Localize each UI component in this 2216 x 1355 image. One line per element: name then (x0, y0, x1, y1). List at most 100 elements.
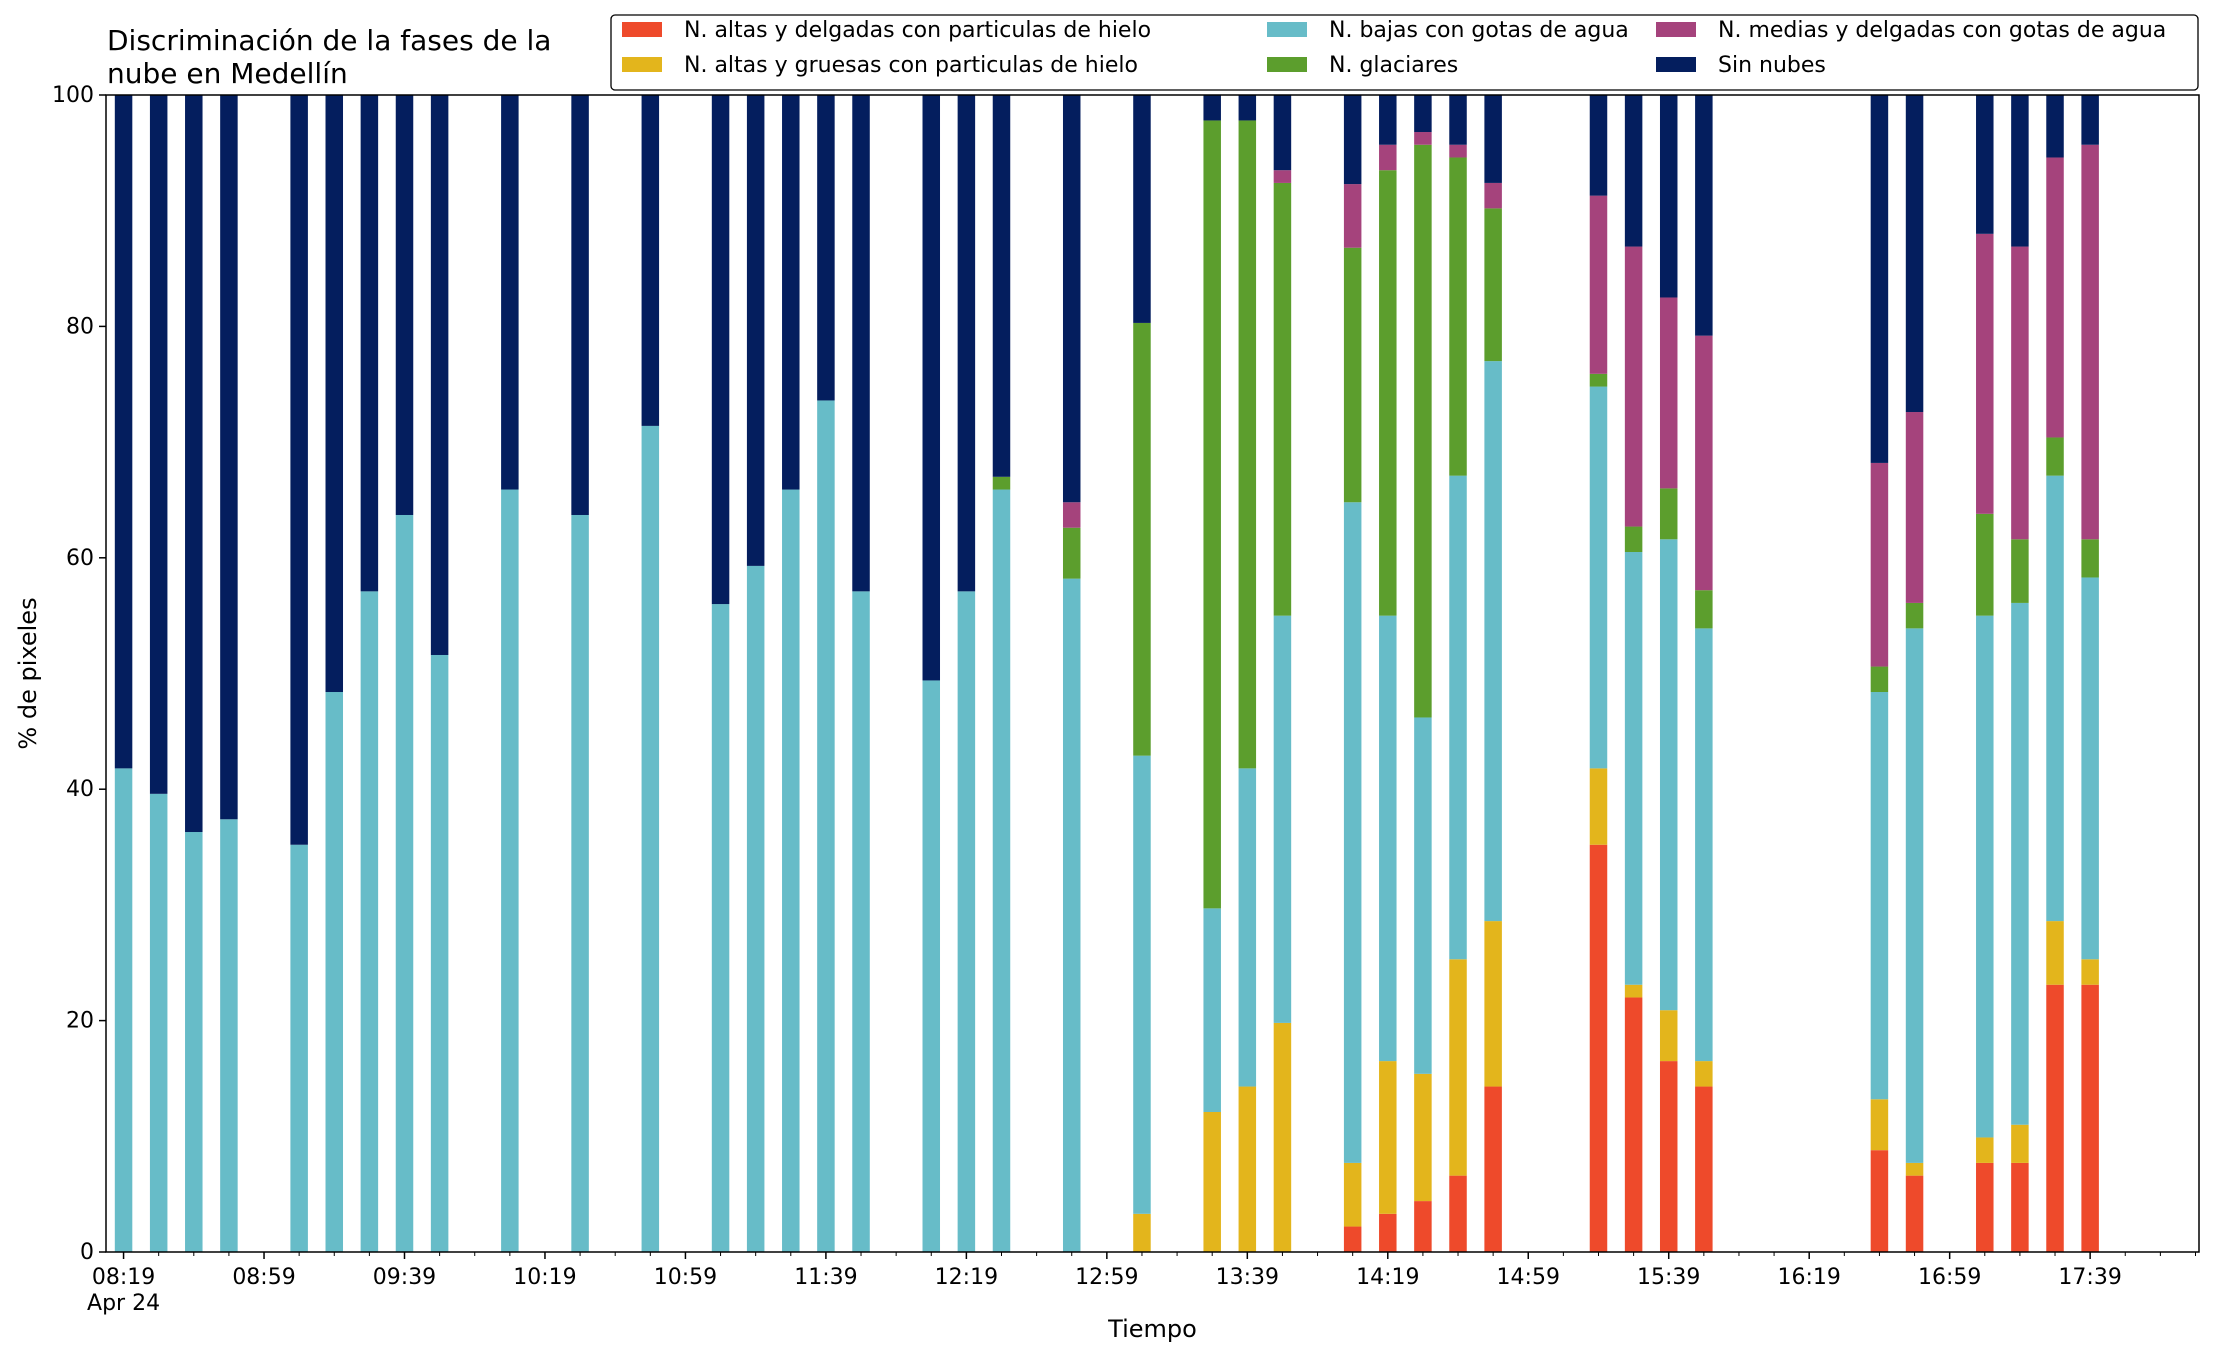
legend-label: N. bajas con gotas de agua (1329, 18, 1629, 43)
x-tick-label: 11:39 (794, 1265, 857, 1290)
bar-segment (1589, 386, 1608, 769)
bar-segment (2081, 984, 2099, 1252)
bar-segment (1343, 95, 1362, 185)
y-tick-label: 80 (66, 314, 94, 339)
legend-box (610, 14, 2199, 91)
bar-segment (360, 591, 379, 1252)
legend-swatch (1267, 22, 1307, 37)
bar-segment (2081, 577, 2099, 960)
bar-segment (817, 400, 835, 1252)
bar-segment (1414, 95, 1432, 133)
bar-segment (992, 489, 1011, 1252)
bar-segment (782, 489, 800, 1252)
bar-segment (1695, 590, 1713, 629)
bar-segment (2011, 602, 2029, 1125)
bar-segment (1659, 1010, 1678, 1062)
x-tick-label: 16:19 (1777, 1265, 1840, 1290)
bar-segment (1379, 170, 1397, 616)
bar-segment (1449, 959, 1467, 1176)
bar-segment (711, 95, 730, 605)
bar-segment (290, 95, 308, 845)
x-tick-label: 13:39 (1216, 1265, 1279, 1290)
x-tick-label: 08:59 (232, 1265, 295, 1290)
bar-segment (395, 95, 414, 515)
bar-segment (1203, 1112, 1221, 1252)
bar-segment (1659, 1061, 1678, 1252)
x-tick-label: 15:39 (1637, 1265, 1700, 1290)
bar-segment (817, 95, 835, 401)
bar-segment (957, 591, 976, 1252)
x-tick-label: 10:59 (654, 1265, 717, 1290)
bar-segment (1589, 95, 1608, 196)
bar-segment (957, 95, 976, 592)
bar-segment (1484, 95, 1502, 183)
bar-segment (1976, 615, 1994, 1138)
bar-segment (114, 768, 133, 1252)
legend-label: N. glaciares (1329, 53, 1458, 78)
bar-segment (852, 95, 870, 592)
bar-segment (501, 489, 519, 1252)
bar-segment (1905, 628, 1924, 1163)
bar-segment (220, 95, 238, 820)
bar-segment (325, 692, 344, 1252)
bar-segment (1624, 552, 1643, 985)
bar-segment (1414, 1201, 1432, 1252)
legend-label: N. altas y gruesas con particulas de hie… (684, 53, 1138, 78)
bar-segment (1133, 1213, 1151, 1252)
y-axis-label: % de pixeles (14, 597, 42, 749)
bar-segment (1273, 182, 1292, 616)
bar-segment (1976, 1137, 1994, 1163)
bar-segment (2081, 539, 2099, 578)
bar-segment (1484, 361, 1502, 922)
bar-segment (2081, 95, 2099, 145)
y-tick-label: 40 (66, 777, 94, 802)
bar-segment (2046, 984, 2064, 1252)
bar-segment (1062, 502, 1081, 528)
bar-segment (2046, 157, 2064, 438)
bar-segment (1414, 717, 1432, 1074)
legend-label: Sin nubes (1718, 53, 1826, 78)
bar-segment (2011, 1124, 2029, 1163)
bar-segment (1976, 513, 1994, 616)
bar-segment (1238, 120, 1257, 769)
bar-segment (2081, 144, 2099, 540)
bar-segment (992, 476, 1011, 490)
bar-segment (2046, 95, 2064, 158)
bar-segment (1379, 615, 1397, 1062)
bar-segment (2081, 959, 2099, 985)
bar-segment (1589, 768, 1608, 845)
bar-segment (992, 95, 1011, 477)
legend-swatch (622, 57, 662, 72)
bar-segment (1449, 475, 1467, 960)
bar-segment (1379, 1213, 1397, 1252)
bar-segment (571, 514, 589, 1252)
bar-segment (2011, 539, 2029, 603)
bar-segment (2011, 95, 2029, 247)
bar-segment (1624, 526, 1643, 553)
bar-segment (1379, 95, 1397, 145)
bar-segment (641, 95, 660, 426)
bar-segment (1589, 195, 1608, 374)
bar-segment (1133, 322, 1151, 756)
bar-segment (1062, 95, 1081, 503)
bar-segment (1659, 95, 1678, 298)
bar-segment (290, 844, 308, 1252)
bar-segment (1273, 170, 1292, 183)
bar-segment (149, 793, 168, 1252)
bar-segment (1449, 144, 1467, 158)
bar-segment (149, 95, 168, 794)
bar-segment (1976, 1162, 1994, 1252)
bar-segment (1695, 1061, 1713, 1087)
chart-title-line: Discriminación de la fases de la (107, 24, 551, 57)
y-tick-label: 100 (52, 83, 94, 108)
bar-segment (1695, 1086, 1713, 1252)
bar-segment (360, 95, 379, 592)
bar-segment (1379, 1061, 1397, 1214)
bar-segment (325, 95, 344, 693)
bar-segment (1203, 120, 1221, 909)
bar-segment (1624, 95, 1643, 247)
x-tick-label: 09:39 (373, 1265, 436, 1290)
bar-segment (1343, 1162, 1362, 1227)
bar-segment (1905, 1162, 1924, 1176)
bar-segment (2046, 437, 2064, 476)
